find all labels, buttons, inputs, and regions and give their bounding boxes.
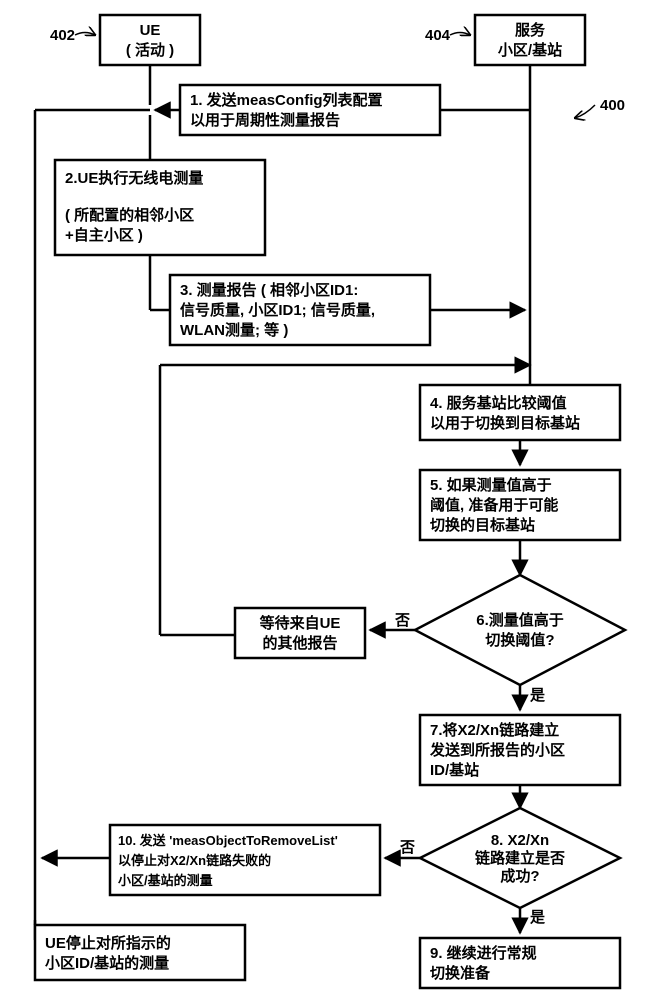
ref-404: 404 (425, 27, 451, 44)
step-10-l1: 10. 发送 'measObjectToRemoveList' (118, 833, 338, 848)
step-7-l2: 发送到所报告的小区 (429, 741, 565, 759)
step-2-l3: +自主小区 ) (65, 226, 143, 244)
step-1-l1: 1. 发送measConfig列表配置 (190, 91, 383, 109)
wait-l1: 等待来自UE (260, 614, 341, 632)
step-5-l3: 切换的目标基站 (430, 516, 535, 534)
step-3-l3: WLAN测量; 等 ) (180, 321, 288, 339)
step-8-l2: 链路建立是否 (475, 849, 565, 867)
decision-6-yes: 是 (529, 687, 546, 704)
ref-400: 400 (600, 97, 625, 114)
step-4-l1: 4. 服务基站比较阈值 (430, 394, 567, 412)
step-6-diamond (415, 575, 625, 685)
step-9-l2: 切换准备 (430, 964, 491, 982)
step-5-l1: 5. 如果测量值高于 (430, 476, 552, 494)
step-8-l3: 成功? (500, 867, 539, 885)
step-3-l1: 3. 测量报告 ( 相邻小区ID1: (180, 281, 358, 299)
step-10-l3: 小区/基站的测量 (118, 873, 213, 888)
actor-ue-line2: ( 活动 ) (126, 41, 174, 59)
step-5-l2: 阈值, 准备用于可能 (430, 496, 558, 514)
sequence-flowchart: 402 404 400 UE ( 活动 ) 服务 小区/基站 1. 发送meas… (0, 0, 647, 1000)
stop-l2: 小区ID/基站的测量 (45, 954, 169, 972)
step-4-l2: 以用于切换到目标基站 (430, 414, 580, 432)
step-9-l1: 9. 继续进行常规 (430, 944, 537, 962)
decision-8-no: 否 (399, 839, 415, 856)
step-10-l2: 以停止对X2/Xn链路失败的 (118, 853, 271, 868)
actor-bs-line2: 小区/基站 (498, 41, 562, 59)
ref-402: 402 (50, 27, 75, 44)
wait-l2: 的其他报告 (262, 634, 337, 652)
step-6-l1: 6.测量值高于 (476, 611, 564, 629)
actor-bs-line1: 服务 (515, 21, 546, 39)
step-2-l2: ( 所配置的相邻小区 (65, 206, 194, 224)
step-3-l2: 信号质量, 小区ID1; 信号质量, (180, 301, 375, 319)
step-7-l1: 7.将X2/Xn链路建立 (430, 721, 559, 739)
step-1-l2: 以用于周期性测量报告 (190, 111, 340, 129)
step-6-l2: 切换阈值? (485, 631, 554, 649)
step-7-l3: ID/基站 (430, 761, 479, 779)
actor-ue-line1: UE (140, 22, 161, 39)
step-2-l1: 2.UE执行无线电测量 (65, 169, 203, 187)
stop-l1: UE停止对所指示的 (45, 934, 171, 952)
decision-8-yes: 是 (529, 909, 546, 926)
step-8-l1: 8. X2/Xn (491, 832, 549, 849)
decision-6-no: 否 (394, 612, 410, 629)
